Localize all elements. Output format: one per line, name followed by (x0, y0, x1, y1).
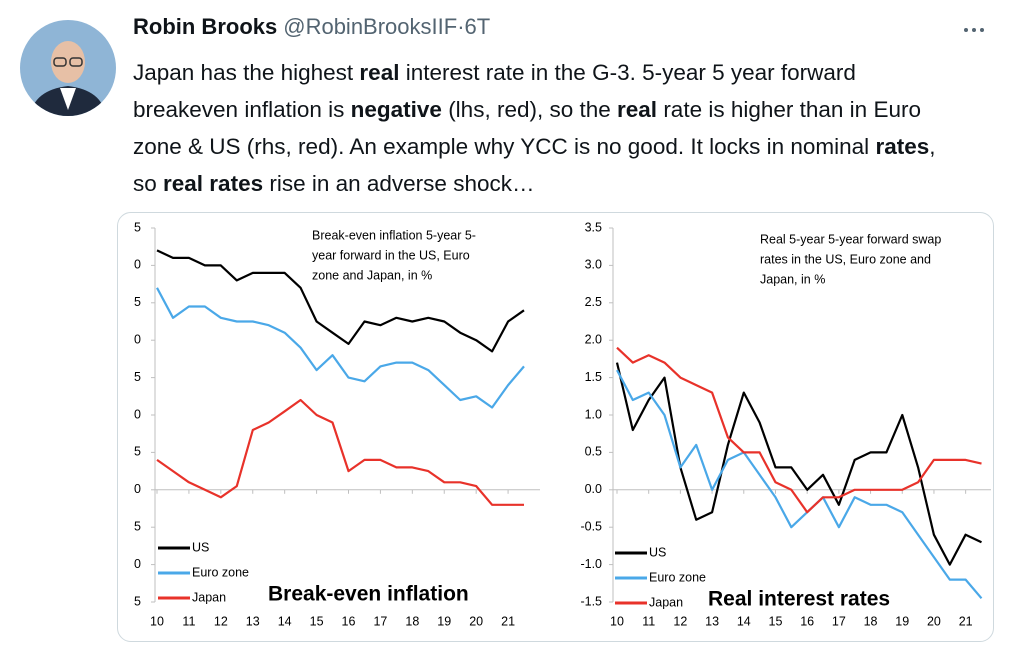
x-tick-label: 10 (150, 614, 164, 628)
text-segment: real (359, 60, 400, 85)
y-tick-label: 5 (134, 445, 141, 459)
tweet-text: Japan has the highest real interest rate… (133, 54, 953, 202)
y-tick-label: -1.5 (580, 594, 602, 608)
text-segment: (lhs, red), so the (441, 97, 618, 122)
x-tick-label: 21 (501, 614, 515, 628)
text-segment: rates (875, 134, 930, 159)
legend-label: Japan (192, 590, 226, 604)
y-tick-label: 1.5 (585, 370, 602, 384)
x-tick-label: 12 (214, 614, 228, 628)
y-tick-label: 0 (134, 557, 141, 571)
x-tick-label: 21 (959, 614, 973, 628)
x-tick-label: 11 (182, 614, 195, 628)
x-tick-label: 13 (705, 614, 719, 628)
chart-note: zone and Japan, in % (312, 268, 432, 282)
chart-note: rates in the US, Euro zone and (760, 252, 931, 266)
legend-label: US (192, 540, 209, 554)
x-tick-label: 17 (832, 614, 846, 628)
series-line (156, 398, 524, 506)
chart-note: Real 5-year 5-year forward swap (760, 232, 941, 246)
y-tick-label: 0.0 (585, 482, 602, 496)
y-tick-label: 0.5 (585, 445, 602, 459)
chart-title: Real interest rates (708, 588, 890, 611)
y-tick-label: 1.0 (585, 407, 602, 421)
x-tick-label: 14 (278, 614, 292, 628)
x-tick-label: 11 (642, 614, 655, 628)
y-tick-label: 0 (134, 258, 141, 272)
y-tick-label: 3.5 (585, 220, 602, 234)
y-tick-label: 0 (134, 407, 141, 421)
text-segment: real (617, 97, 658, 122)
y-tick-label: 5 (134, 295, 141, 309)
x-tick-label: 18 (864, 614, 878, 628)
legend-label: Japan (649, 595, 683, 609)
y-tick-label: -0.5 (580, 519, 602, 533)
chart-note: year forward in the US, Euro (312, 248, 470, 262)
text-segment: rise in an adverse shock… (263, 171, 535, 196)
legend-label: Euro zone (649, 570, 706, 584)
y-tick-label: 5 (134, 220, 141, 234)
chart-note: Japan, in % (760, 272, 825, 286)
y-tick-label: 3.0 (585, 258, 602, 272)
x-tick-label: 14 (737, 614, 751, 628)
chart-title: Break-even inflation (268, 583, 469, 606)
y-tick-label: 2.5 (585, 295, 602, 309)
separator: · (457, 14, 465, 39)
x-tick-label: 18 (405, 614, 419, 628)
y-tick-label: 5 (134, 519, 141, 533)
more-menu[interactable] (962, 18, 986, 42)
series-line (616, 369, 983, 600)
x-tick-label: 13 (246, 614, 260, 628)
text-segment: , so (133, 134, 936, 196)
author-name[interactable]: Robin Brooks (133, 14, 278, 39)
series-line (156, 287, 525, 409)
x-tick-label: 15 (769, 614, 783, 628)
x-tick-label: 19 (437, 614, 451, 628)
y-tick-label: 0 (134, 332, 141, 346)
legend-label: US (649, 545, 666, 559)
series-line (616, 346, 982, 514)
text-segment: Japan has the highest (133, 60, 360, 85)
series-line (156, 249, 525, 353)
x-tick-label: 20 (927, 614, 941, 628)
text-segment: interest rate in the G-3. 5-year 5 year … (133, 60, 856, 122)
text-segment: rate is higher than in Euro zone & US (r… (133, 97, 921, 159)
y-tick-label: 5 (134, 594, 141, 608)
y-tick-label: 0 (134, 482, 141, 496)
legend-label: Euro zone (192, 565, 249, 579)
x-tick-label: 12 (673, 614, 687, 628)
text-segment: negative (350, 97, 442, 122)
x-tick-label: 16 (342, 614, 356, 628)
x-tick-label: 17 (373, 614, 387, 628)
text-segment: real rates (163, 171, 264, 196)
x-tick-label: 15 (310, 614, 324, 628)
timestamp[interactable]: 6T (464, 14, 491, 39)
author-handle[interactable]: @RobinBrooksIIF (283, 14, 458, 39)
tweet-header: Robin Brooks @RobinBrooksIIF·6T (133, 14, 490, 40)
avatar[interactable] (20, 20, 116, 116)
x-tick-label: 10 (610, 614, 624, 628)
chart-note: Break-even inflation 5-year 5- (312, 228, 476, 242)
x-tick-label: 20 (469, 614, 483, 628)
x-tick-label: 16 (800, 614, 814, 628)
y-tick-label: 2.0 (585, 332, 602, 346)
y-tick-label: 5 (134, 370, 141, 384)
series-line (615, 362, 982, 566)
y-tick-label: -1.0 (580, 557, 602, 571)
x-tick-label: 19 (895, 614, 909, 628)
media-card[interactable] (117, 212, 994, 642)
